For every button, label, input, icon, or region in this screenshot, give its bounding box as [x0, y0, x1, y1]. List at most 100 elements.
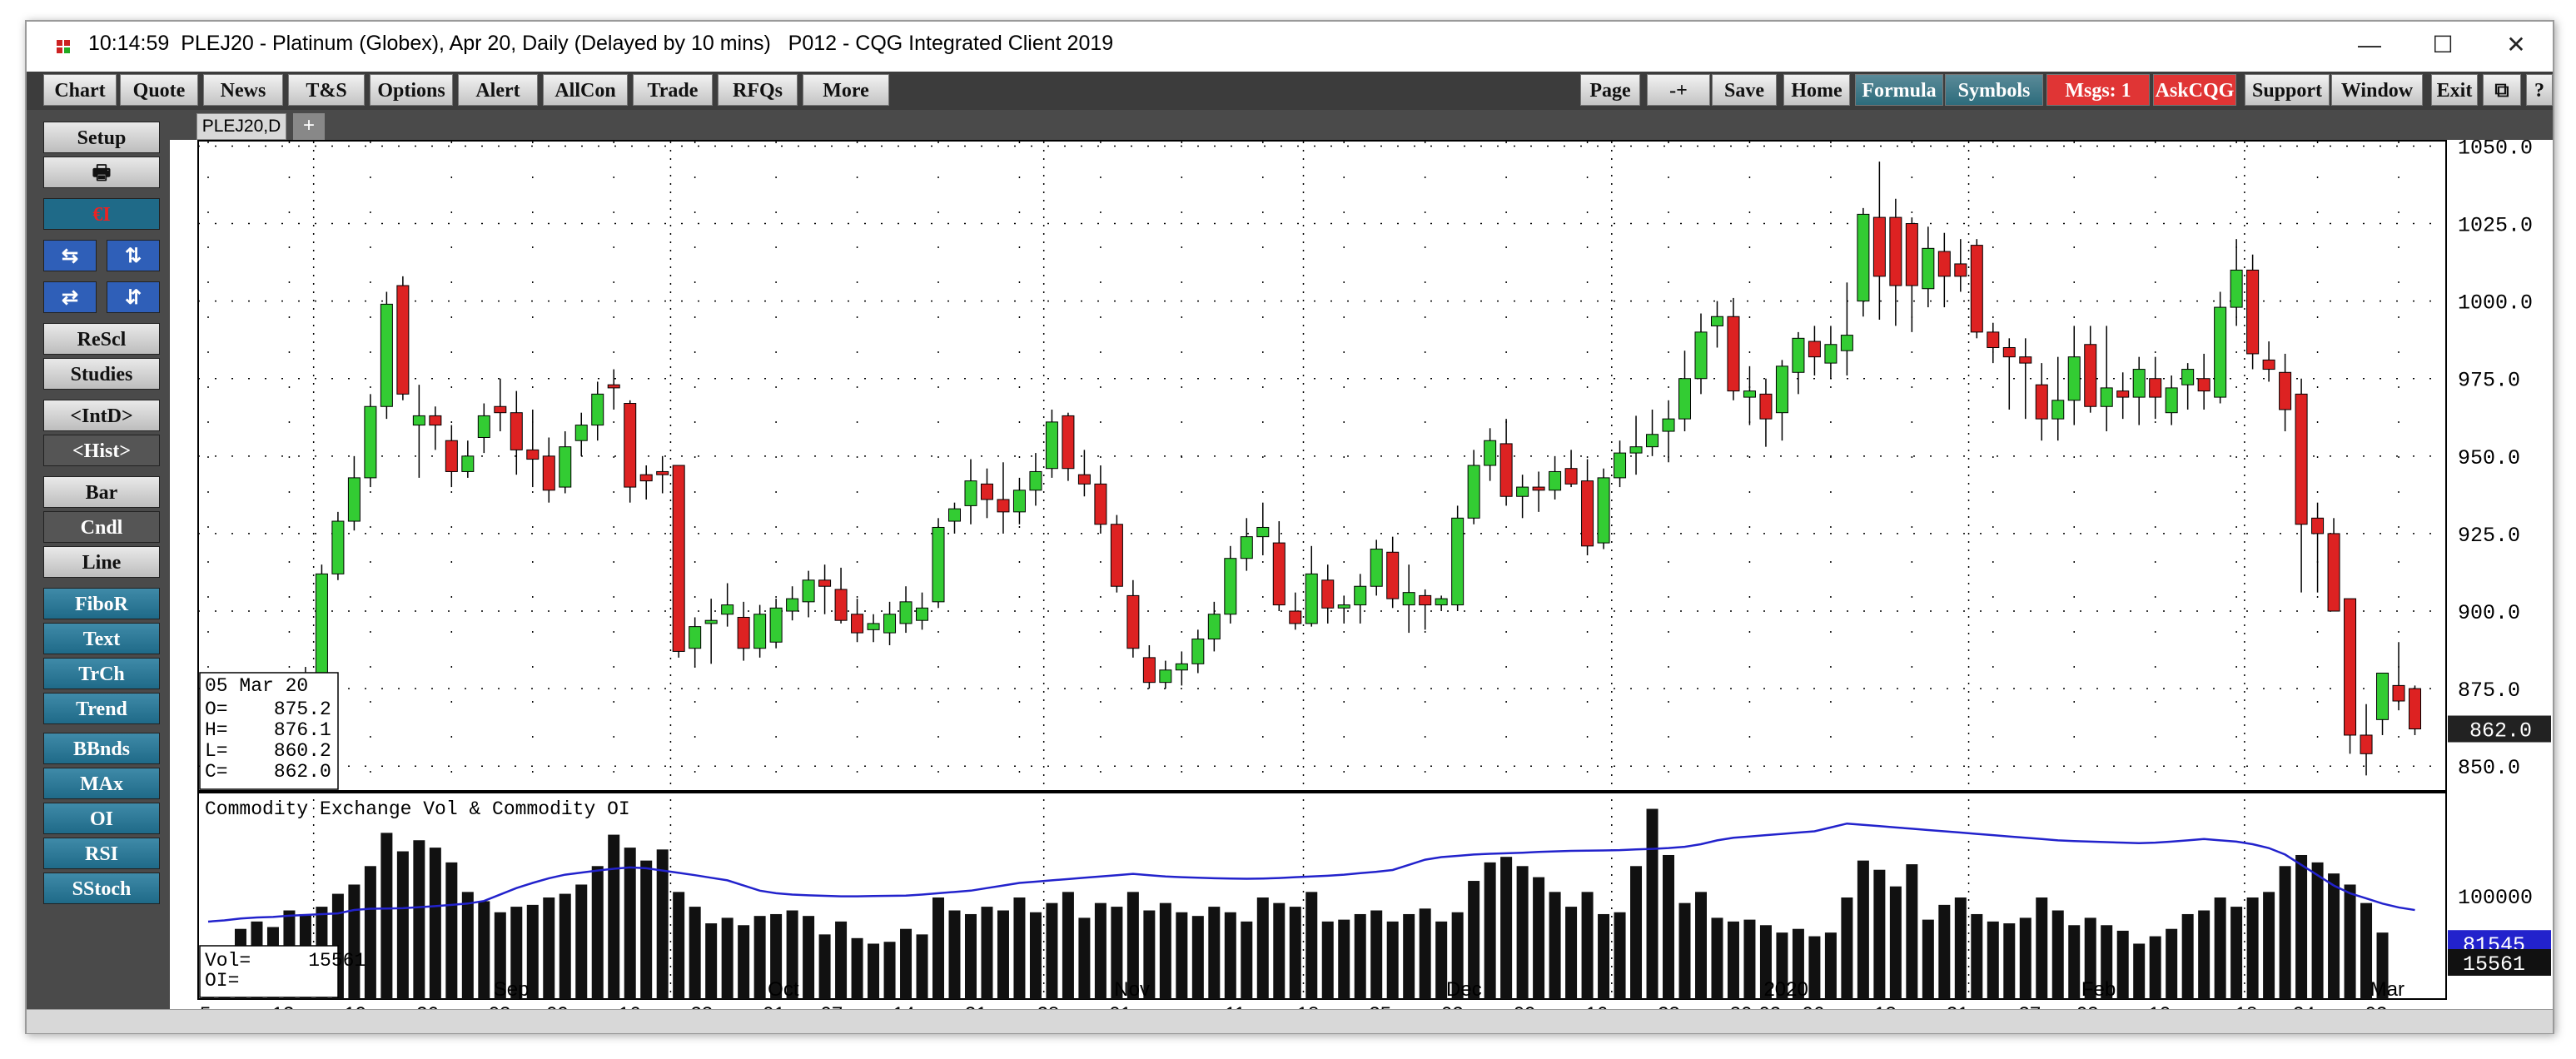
sidebar-button-8[interactable]: Studies [43, 358, 160, 390]
price-axis-label: 850.0 [2458, 756, 2520, 780]
sidebar-button-5[interactable]: ⇄ [43, 281, 97, 313]
oi-axis-label: 100000 [2458, 886, 2533, 910]
sidebar-button-10[interactable]: <Hist> [43, 435, 160, 466]
volume-bar [2036, 897, 2048, 999]
toolbar-askcqg-button[interactable]: AskCQG [2153, 74, 2236, 106]
sidebar-button-20[interactable]: OI [43, 803, 160, 834]
volume-bar [2019, 917, 2031, 999]
candle-body [2214, 306, 2227, 398]
toolbar-zoom-button[interactable]: -+ [1647, 74, 1710, 106]
toolbar-window-button[interactable]: Window [2331, 74, 2423, 106]
chart-tab-strip: PLEJ20,D + [170, 110, 2553, 140]
toolbar-exit-button[interactable]: Exit [2431, 74, 2478, 106]
candle-body [396, 285, 410, 395]
toolbar-msgs-button[interactable]: Msgs: 1 [2046, 74, 2150, 106]
toolbar-ts-button[interactable]: T&S [288, 74, 365, 106]
sidebar-button-3[interactable]: ⇆ [43, 240, 97, 271]
toolbar-more-button[interactable]: More [803, 74, 889, 106]
volume-bar [1954, 897, 1967, 999]
sidebar-button-9[interactable]: <IntD> [43, 400, 160, 431]
chart-canvas[interactable]: 850.0 875.0 900.0 925.0 950.0 975.0 1000.0 1025… [170, 140, 2553, 1029]
price-axis-label: 1000.0 [2458, 291, 2533, 316]
volume-bar [396, 851, 409, 999]
volume-bar [932, 897, 945, 999]
sidebar-button-7[interactable]: ReScl [43, 323, 160, 355]
x-axis-label: 2020 [1763, 978, 1808, 1001]
volume-bar [851, 937, 863, 999]
sidebar-button-2[interactable]: €I [43, 198, 160, 230]
sidebar-button-0[interactable]: Setup [43, 122, 160, 153]
toolbar-symbols-button[interactable]: Symbols [1945, 74, 2043, 106]
toolbar-save-button[interactable]: Save [1712, 74, 1777, 106]
volume-bar [1646, 808, 1658, 999]
volume-bar [575, 884, 588, 999]
sidebar-button-21[interactable]: RSI [43, 838, 160, 869]
close-button[interactable]: ✕ [2506, 32, 2526, 57]
candle-body [2116, 390, 2130, 398]
candle-body [1370, 549, 1383, 587]
candle-body [1937, 251, 1951, 277]
volume-bar [1403, 913, 1415, 999]
volume-bar [608, 834, 620, 999]
toolbar-help-button[interactable]: ? [2526, 74, 2553, 106]
volume-bar [705, 923, 718, 999]
x-axis-label: Nov [1114, 978, 1150, 1001]
volume-bar [364, 866, 376, 999]
candle-body [607, 384, 620, 389]
toolbar-options-button[interactable]: Options [370, 74, 453, 106]
vol-last-box [2448, 949, 2551, 976]
ohlc-value: L= 860.2 [205, 740, 331, 762]
sidebar-button-6[interactable]: ⇵ [107, 281, 160, 313]
toolbar-quote-button[interactable]: Quote [120, 74, 198, 106]
volume-bar [2344, 884, 2356, 999]
candle-body [445, 440, 458, 472]
candle-body [997, 499, 1010, 513]
sidebar-button-14[interactable]: FiboR [43, 588, 160, 619]
toolbar-home-button[interactable]: Home [1783, 74, 1850, 106]
toolbar-page-button[interactable]: Page [1580, 74, 1640, 106]
sidebar-button-22[interactable]: SStoch [43, 873, 160, 904]
volume-bar [1321, 921, 1334, 999]
volume-bar [2295, 854, 2308, 999]
chart-tab-plej20[interactable]: PLEJ20,D [196, 113, 286, 140]
volume-bar [997, 910, 1009, 999]
candle-body [1710, 316, 1723, 326]
sidebar-button-18[interactable]: BBnds [43, 733, 160, 764]
last-price-box [2448, 715, 2551, 743]
toolbar-formula-button[interactable]: Formula [1855, 74, 1943, 106]
sidebar-button-12[interactable]: Cndl [43, 511, 160, 543]
sidebar-button-19[interactable]: MAx [43, 768, 160, 799]
sidebar-button-1[interactable]: 🖶 [43, 157, 160, 188]
volume-bar [1630, 866, 1643, 999]
candle-body [1840, 335, 1853, 351]
price-axis-label: 1050.0 [2458, 140, 2533, 160]
window-title: 10:14:59 PLEJ20 - Platinum (Globex), Apr… [88, 32, 1114, 55]
toolbar-trade-button[interactable]: Trade [633, 74, 713, 106]
toolbar-rfqs-button[interactable]: RFQs [718, 74, 798, 106]
candle-body [1727, 316, 1740, 392]
toolbar-allcon-button[interactable]: AllCon [543, 74, 628, 106]
candle-body [1646, 434, 1659, 448]
sidebar-button-11[interactable]: Bar [43, 476, 160, 508]
candle-body [1694, 331, 1708, 380]
maximize-button[interactable]: ☐ [2432, 32, 2454, 57]
toolbar-restore-button[interactable]: ⧉ [2483, 74, 2521, 106]
toolbar-alert-button[interactable]: Alert [458, 74, 538, 106]
volume-bar [770, 913, 783, 999]
candle-body [1272, 542, 1286, 606]
add-tab-button[interactable]: + [293, 113, 325, 140]
minimize-button[interactable]: — [2358, 32, 2381, 57]
status-bar [27, 1009, 2553, 1033]
toolbar-chart-button[interactable]: Chart [43, 74, 117, 106]
toolbar-support-button[interactable]: Support [2245, 74, 2330, 106]
sidebar-button-4[interactable]: ⇅ [107, 240, 160, 271]
volume-bar [1711, 917, 1723, 999]
toolbar-news-button[interactable]: News [203, 74, 283, 106]
sidebar-button-15[interactable]: Text [43, 623, 160, 654]
title-bar[interactable]: 10:14:59 PLEJ20 - Platinum (Globex), Apr… [27, 22, 2553, 68]
sidebar-button-16[interactable]: TrCh [43, 658, 160, 689]
sidebar-button-13[interactable]: Line [43, 546, 160, 578]
sidebar-button-17[interactable]: Trend [43, 693, 160, 724]
candle-body [1386, 551, 1400, 599]
candle-body [2311, 517, 2325, 534]
